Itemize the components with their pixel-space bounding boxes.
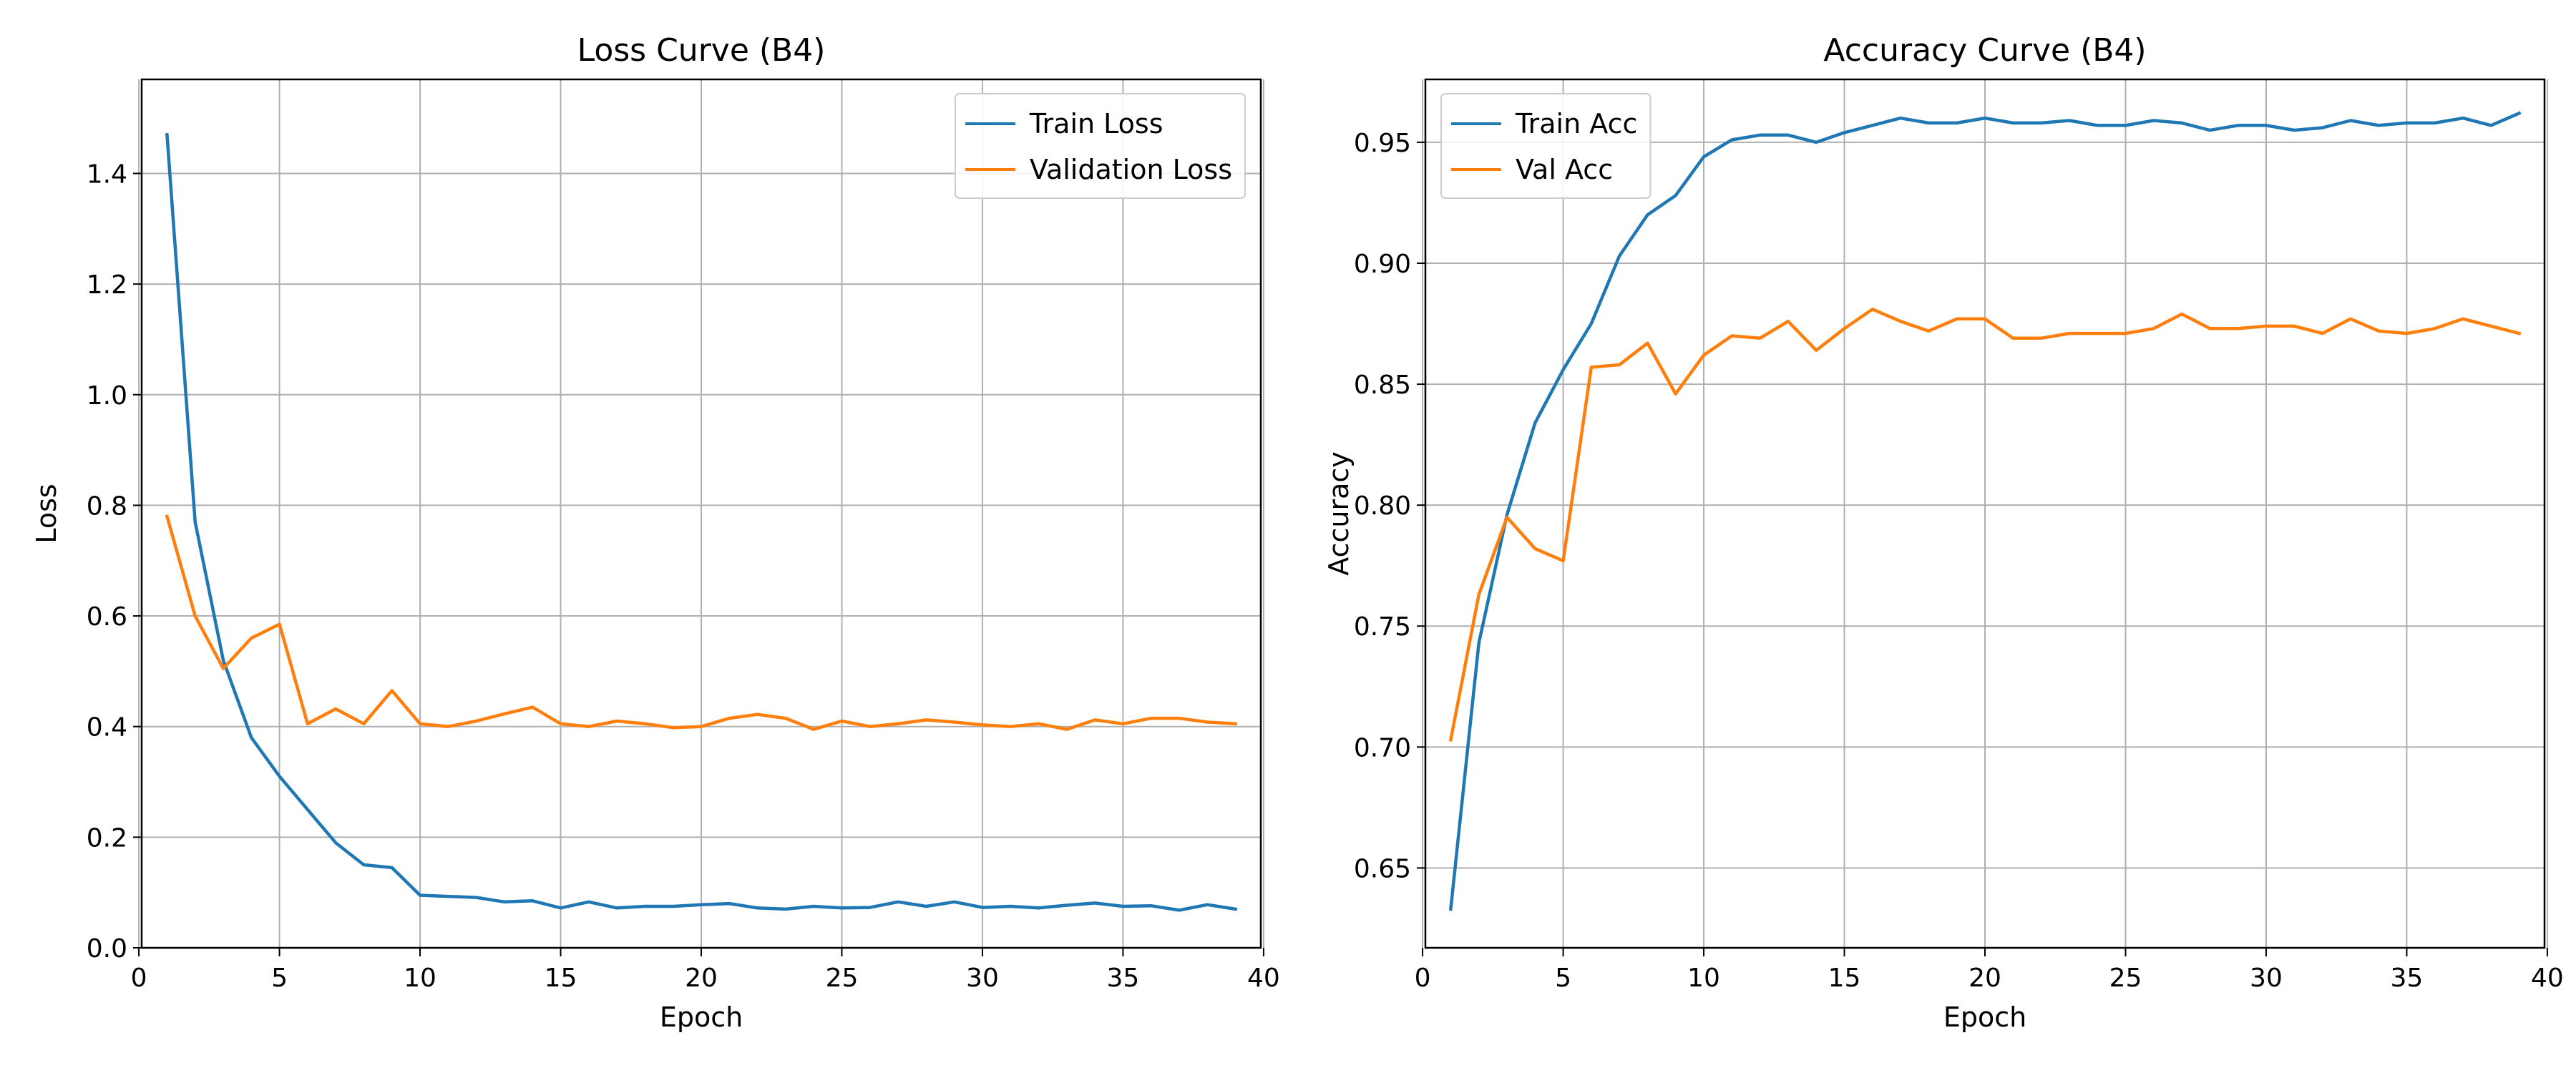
loss-y-tick-label: 1.0 xyxy=(87,381,127,411)
loss-x-tick-label: 10 xyxy=(404,964,436,993)
accuracy-y-tick-label: 0.90 xyxy=(1354,250,1411,279)
loss-y-tick-label: 0.8 xyxy=(87,491,127,521)
loss-x-tick-label: 0 xyxy=(131,964,147,993)
accuracy-x-tick-label: 0 xyxy=(1415,964,1431,993)
accuracy-x-tick-label: 10 xyxy=(1687,964,1720,993)
accuracy-y-tick-label: 0.85 xyxy=(1354,371,1411,400)
loss-x-tick-label: 40 xyxy=(1247,964,1280,993)
accuracy-series-lines xyxy=(1448,111,2522,911)
accuracy-x-tick-label: 5 xyxy=(1555,964,1571,993)
accuracy-y-axis-label: Accuracy xyxy=(1323,451,1355,576)
accuracy-y-tick-label: 0.80 xyxy=(1354,491,1411,521)
loss-legend-box xyxy=(954,93,1246,199)
loss-chart-title: Loss Curve (B4) xyxy=(577,32,826,69)
accuracy-ticks: 0 5 10 15 20 25 30 35 40 0.65 0.70 0.75 0.80 0.85 0.90… xyxy=(1354,129,2564,993)
loss-x-tick-label: 35 xyxy=(1107,964,1140,993)
loss-series-train-loss xyxy=(165,132,1238,912)
accuracy-legend-entry-val: Val Acc xyxy=(1516,154,1613,185)
accuracy-x-tick-label: 30 xyxy=(2250,964,2283,993)
accuracy-series-train-acc xyxy=(1448,111,2522,911)
accuracy-legend: Train Acc Val Acc xyxy=(1440,93,1652,199)
accuracy-chart-title: Accuracy Curve (B4) xyxy=(1823,32,2146,69)
accuracy-legend-entry-train: Train Acc xyxy=(1515,108,1637,139)
accuracy-x-tick-label: 35 xyxy=(2391,964,2424,993)
accuracy-y-tick-label: 0.75 xyxy=(1354,612,1411,642)
loss-y-tick-label: 0.4 xyxy=(87,713,127,743)
accuracy-y-tick-label: 0.70 xyxy=(1354,733,1411,763)
accuracy-legend-box xyxy=(1440,93,1652,199)
loss-chart: 0 5 10 15 20 25 30 35 40 0.0 0.2 0.4 0.6 0.8 1.0 1.2 1.4… xyxy=(31,32,1280,1033)
loss-legend-entry-validation: Validation Loss xyxy=(1030,154,1232,185)
loss-x-tick-label: 20 xyxy=(685,964,718,993)
accuracy-chart: 0 5 10 15 20 25 30 35 40 0.65 0.70 0.75 0.80 0.85 0.90… xyxy=(1323,32,2564,1033)
accuracy-y-tick-label: 0.65 xyxy=(1354,854,1411,883)
loss-legend-entry-train: Train Loss xyxy=(1029,108,1163,139)
accuracy-x-tick-label: 40 xyxy=(2531,964,2564,993)
loss-ticks: 0 5 10 15 20 25 30 35 40 0.0 0.2 0.4 0.6 0.8 1.0 1.2 1.4 xyxy=(87,160,1280,993)
loss-x-tick-label: 5 xyxy=(271,964,288,993)
loss-series-lines xyxy=(165,132,1238,912)
loss-x-axis-label: Epoch xyxy=(660,1001,743,1033)
loss-legend: Train Loss Validation Loss xyxy=(954,93,1246,199)
loss-y-tick-label: 1.2 xyxy=(87,270,127,300)
loss-x-tick-label: 15 xyxy=(545,964,577,993)
accuracy-series-val-acc xyxy=(1448,308,2522,742)
loss-x-tick-label: 30 xyxy=(966,964,999,993)
accuracy-y-tick-label: 0.95 xyxy=(1354,129,1411,158)
loss-y-tick-label: 0.6 xyxy=(87,602,127,632)
accuracy-grid xyxy=(1422,79,2548,948)
loss-y-tick-label: 0.2 xyxy=(87,823,127,853)
accuracy-x-tick-label: 20 xyxy=(1968,964,2001,993)
accuracy-x-axis-label: Epoch xyxy=(1943,1001,2026,1033)
loss-y-tick-label: 1.4 xyxy=(87,160,127,189)
loss-grid xyxy=(138,79,1264,949)
loss-y-axis-label: Loss xyxy=(31,484,62,543)
accuracy-x-tick-label: 15 xyxy=(1828,964,1861,993)
loss-x-tick-label: 25 xyxy=(826,964,859,993)
accuracy-x-tick-label: 25 xyxy=(2109,964,2142,993)
loss-series-validation-loss xyxy=(165,514,1237,731)
loss-y-tick-label: 0.0 xyxy=(87,934,127,964)
